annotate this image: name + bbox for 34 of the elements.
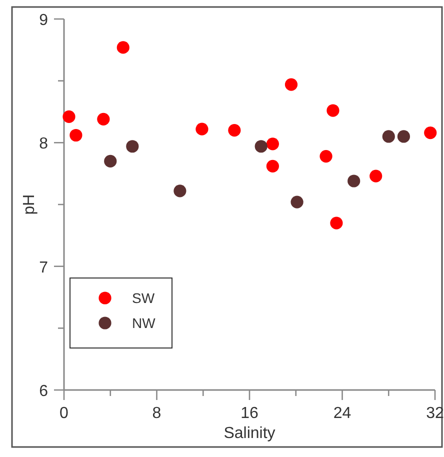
point	[97, 112, 110, 126]
point	[284, 78, 298, 91]
legend-label: NW	[132, 315, 156, 331]
x-tick-label: 8	[152, 405, 162, 422]
y-tick-label: 9	[39, 12, 48, 29]
point	[326, 104, 340, 117]
y-tick-label: 6	[39, 383, 48, 400]
point	[348, 174, 360, 188]
point	[116, 41, 130, 54]
point	[397, 130, 410, 143]
point	[382, 130, 395, 143]
point	[266, 138, 279, 150]
point	[62, 110, 76, 123]
x-tick-label: 0	[60, 405, 69, 422]
point	[320, 150, 332, 163]
point	[290, 196, 304, 208]
y-axis-title: pH	[21, 194, 38, 215]
point	[196, 122, 208, 136]
x-axis-title: Salinity	[224, 425, 276, 442]
point	[330, 216, 343, 230]
point	[424, 126, 437, 140]
point	[370, 170, 382, 182]
x-tick-label: 24	[333, 405, 352, 422]
point	[126, 140, 139, 153]
y-tick-label: 7	[39, 259, 48, 276]
point	[104, 154, 117, 168]
legend-label: SW	[132, 290, 156, 306]
y-tick-label: 8	[39, 136, 48, 153]
x-tick-label: 16	[240, 405, 258, 422]
point	[70, 128, 82, 142]
point	[254, 140, 268, 153]
point	[174, 184, 186, 198]
point	[266, 160, 279, 172]
point	[228, 124, 241, 137]
